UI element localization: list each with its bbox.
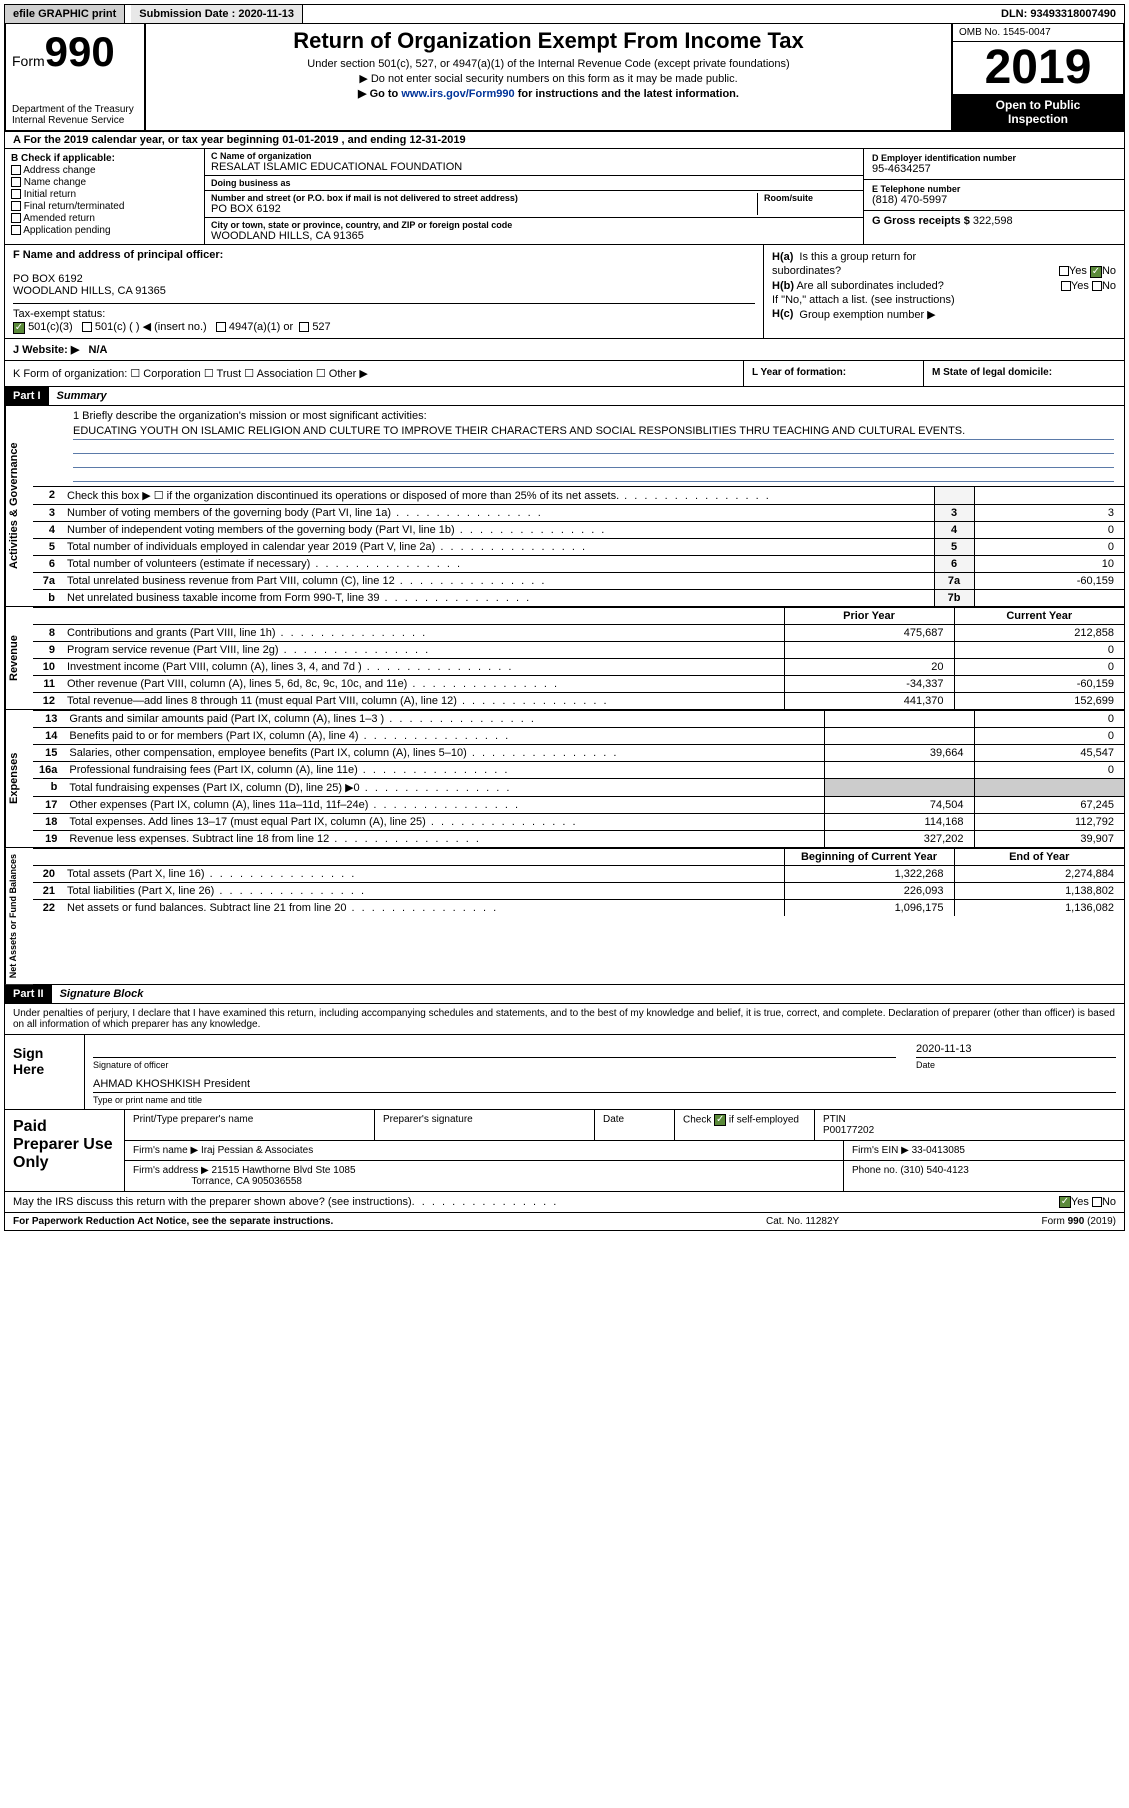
row-k: K Form of organization: ☐ Corporation ☐ … [5,361,744,386]
efile-label: efile GRAPHIC print [5,5,125,23]
sub2: ▶ Do not enter social security numbers o… [150,72,947,85]
org-address: PO BOX 6192 [211,203,757,215]
form-title: Return of Organization Exempt From Incom… [150,28,947,54]
line-row: 20Total assets (Part X, line 16)1,322,26… [33,865,1124,882]
ein: 95-4634257 [872,163,1116,175]
line-row: 17Other expenses (Part IX, column (A), l… [33,796,1124,813]
top-bar: efile GRAPHIC print Submission Date : 20… [4,4,1125,24]
line-row: 7aTotal unrelated business revenue from … [33,572,1124,589]
row-l: L Year of formation: [744,361,924,386]
vlabel-activities: Activities & Governance [5,406,33,606]
org-city: WOODLAND HILLS, CA 91365 [211,230,857,242]
mission-text: EDUCATING YOUTH ON ISLAMIC RELIGION AND … [73,425,1114,440]
firm-name: Iraj Pessian & Associates [201,1145,313,1156]
line-row: 9Program service revenue (Part VIII, lin… [33,641,1124,658]
period-line: A For the 2019 calendar year, or tax yea… [4,132,1125,149]
line-row: 10Investment income (Part VIII, column (… [33,658,1124,675]
line-row: 15Salaries, other compensation, employee… [33,744,1124,761]
form-number: Form990 [12,28,138,76]
line-row: 3Number of voting members of the governi… [33,504,1124,521]
ptin: P00177202 [823,1125,874,1136]
line-row: 4Number of independent voting members of… [33,521,1124,538]
vlabel-expenses: Expenses [5,710,33,847]
dln-cell: DLN: 93493318007490 [993,5,1124,23]
dept-label: Department of the Treasury Internal Reve… [12,104,138,126]
line-row: bNet unrelated business taxable income f… [33,589,1124,606]
line-row: 19Revenue less expenses. Subtract line 1… [33,830,1124,847]
line-row: 8Contributions and grants (Part VIII, li… [33,624,1124,641]
vlabel-revenue: Revenue [5,607,33,709]
irs-link[interactable]: www.irs.gov/Form990 [401,88,514,100]
vlabel-netassets: Net Assets or Fund Balances [5,848,33,984]
line-row: 6Total number of volunteers (estimate if… [33,555,1124,572]
line-row: 21Total liabilities (Part X, line 26)226… [33,882,1124,899]
line-row: 2Check this box ▶ ☐ if the organization … [33,486,1124,504]
box-b: B Check if applicable: Address change Na… [5,149,205,244]
footer: For Paperwork Reduction Act Notice, see … [4,1213,1125,1231]
line-row: 14Benefits paid to or for members (Part … [33,727,1124,744]
sig-declaration: Under penalties of perjury, I declare th… [4,1004,1125,1035]
sign-here: Sign Here [5,1035,85,1109]
paid-preparer-label: Paid Preparer Use Only [5,1110,125,1191]
firm-addr: 21515 Hawthorne Blvd Ste 1085 [212,1165,356,1176]
box-h: H(a) Is this a group return for subordin… [764,245,1124,338]
sub1: Under section 501(c), 527, or 4947(a)(1)… [150,58,947,70]
officer-name: AHMAD KHOSHKISH President [93,1076,1116,1093]
line-row: bTotal fundraising expenses (Part IX, co… [33,778,1124,796]
firm-ein: 33-0413085 [912,1145,965,1156]
line-row: 16aProfessional fundraising fees (Part I… [33,761,1124,778]
subdate-cell: Submission Date : 2020-11-13 [131,5,303,23]
omb: OMB No. 1545-0047 [953,24,1123,42]
gross-receipts: 322,598 [973,215,1013,227]
check-icon: ✓ [1090,266,1102,278]
part1-hdr: Part I [5,387,49,405]
line-row: 11Other revenue (Part VIII, column (A), … [33,675,1124,692]
check-icon: ✓ [1059,1196,1071,1208]
website-row: J Website: ▶ N/A [4,339,1125,361]
line-row: 12Total revenue—add lines 8 through 11 (… [33,692,1124,709]
column-header: Beginning of Current YearEnd of Year [33,848,1124,865]
part2-hdr: Part II [5,985,52,1003]
discuss-question: May the IRS discuss this return with the… [13,1196,412,1208]
check-icon: ✓ [13,322,25,334]
box-f: F Name and address of principal officer:… [5,245,764,338]
mission-block: 1 Briefly describe the organization's mi… [33,406,1124,486]
firm-phone: (310) 540-4123 [900,1165,968,1176]
org-name: RESALAT ISLAMIC EDUCATIONAL FOUNDATION [211,161,857,173]
open-public: Open to Public Inspection [953,94,1123,130]
line-row: 5Total number of individuals employed in… [33,538,1124,555]
phone: (818) 470-5997 [872,194,1116,206]
tax-year: 2019 [953,42,1123,94]
line-row: 22Net assets or fund balances. Subtract … [33,899,1124,916]
sub3: ▶ Go to www.irs.gov/Form990 for instruct… [150,87,947,100]
check-icon: ✓ [714,1114,726,1126]
sig-date: 2020-11-13 [916,1041,1116,1058]
column-header: Prior YearCurrent Year [33,607,1124,624]
row-m: M State of legal domicile: [924,361,1124,386]
line-row: 18Total expenses. Add lines 13–17 (must … [33,813,1124,830]
line-row: 13Grants and similar amounts paid (Part … [33,710,1124,727]
form-header: Form990 Department of the Treasury Inter… [4,24,1125,132]
